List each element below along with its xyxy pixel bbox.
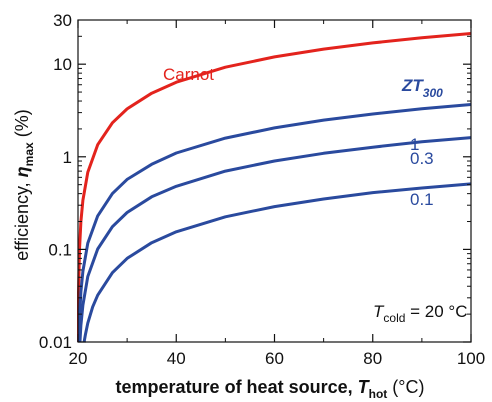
series-label-0-1: 0.1 [410, 190, 434, 209]
annotation-symbol: T [373, 302, 385, 321]
y-tick-label: 10 [53, 55, 72, 74]
y-tick-label: 0.1 [48, 240, 72, 259]
x-tick-label: 80 [363, 349, 382, 368]
y-axis-title-subscript: max [22, 142, 36, 166]
annotation-subscript: cold [383, 311, 405, 325]
annotation-text: = 20 °C [405, 302, 467, 321]
x-tick-label: 60 [265, 349, 284, 368]
x-axis-title: temperature of heat source, Thot (°C) [116, 377, 425, 401]
series-label-0-3: 0.3 [410, 149, 434, 168]
series-label-carnot: Carnot [163, 65, 214, 84]
axis-ticks: 20 40 60 80 100 0.01 0.1 1 10 30 [39, 11, 485, 368]
y-tick-label: 1 [63, 148, 72, 167]
plot-frame [77, 19, 472, 343]
legend-title: ZT300 [401, 76, 443, 100]
x-tick-label: 40 [167, 349, 186, 368]
x-axis-title-unit: (°C) [387, 377, 424, 397]
y-axis-title: efficiency, ηmax (%) [12, 109, 36, 260]
y-axis-title-prefix: efficiency, [12, 177, 32, 260]
y-axis-title-symbol: η [12, 166, 32, 177]
cold-temperature-annotation: Tcold = 20 °C [373, 302, 468, 325]
legend-title-main: ZT [401, 76, 424, 95]
x-axis-title-subscript: hot [369, 387, 388, 401]
x-tick-label: 100 [457, 349, 485, 368]
series-label-1: 1 [410, 135, 419, 154]
series-line-3 [82, 182, 472, 343]
x-tick-label: 20 [69, 349, 88, 368]
series-line-0 [77, 32, 472, 342]
y-tick-label: 0.01 [39, 333, 72, 352]
y-tick-label: 30 [53, 11, 72, 30]
x-axis-title-symbol: T [358, 377, 371, 397]
plot-area [77, 32, 472, 343]
y-axis-title-unit: (%) [12, 109, 32, 142]
x-axis-title-prefix: temperature of heat source, [116, 377, 358, 397]
series-line-2 [78, 136, 472, 343]
legend-title-subscript: 300 [423, 86, 443, 100]
series-line-1 [77, 103, 472, 343]
